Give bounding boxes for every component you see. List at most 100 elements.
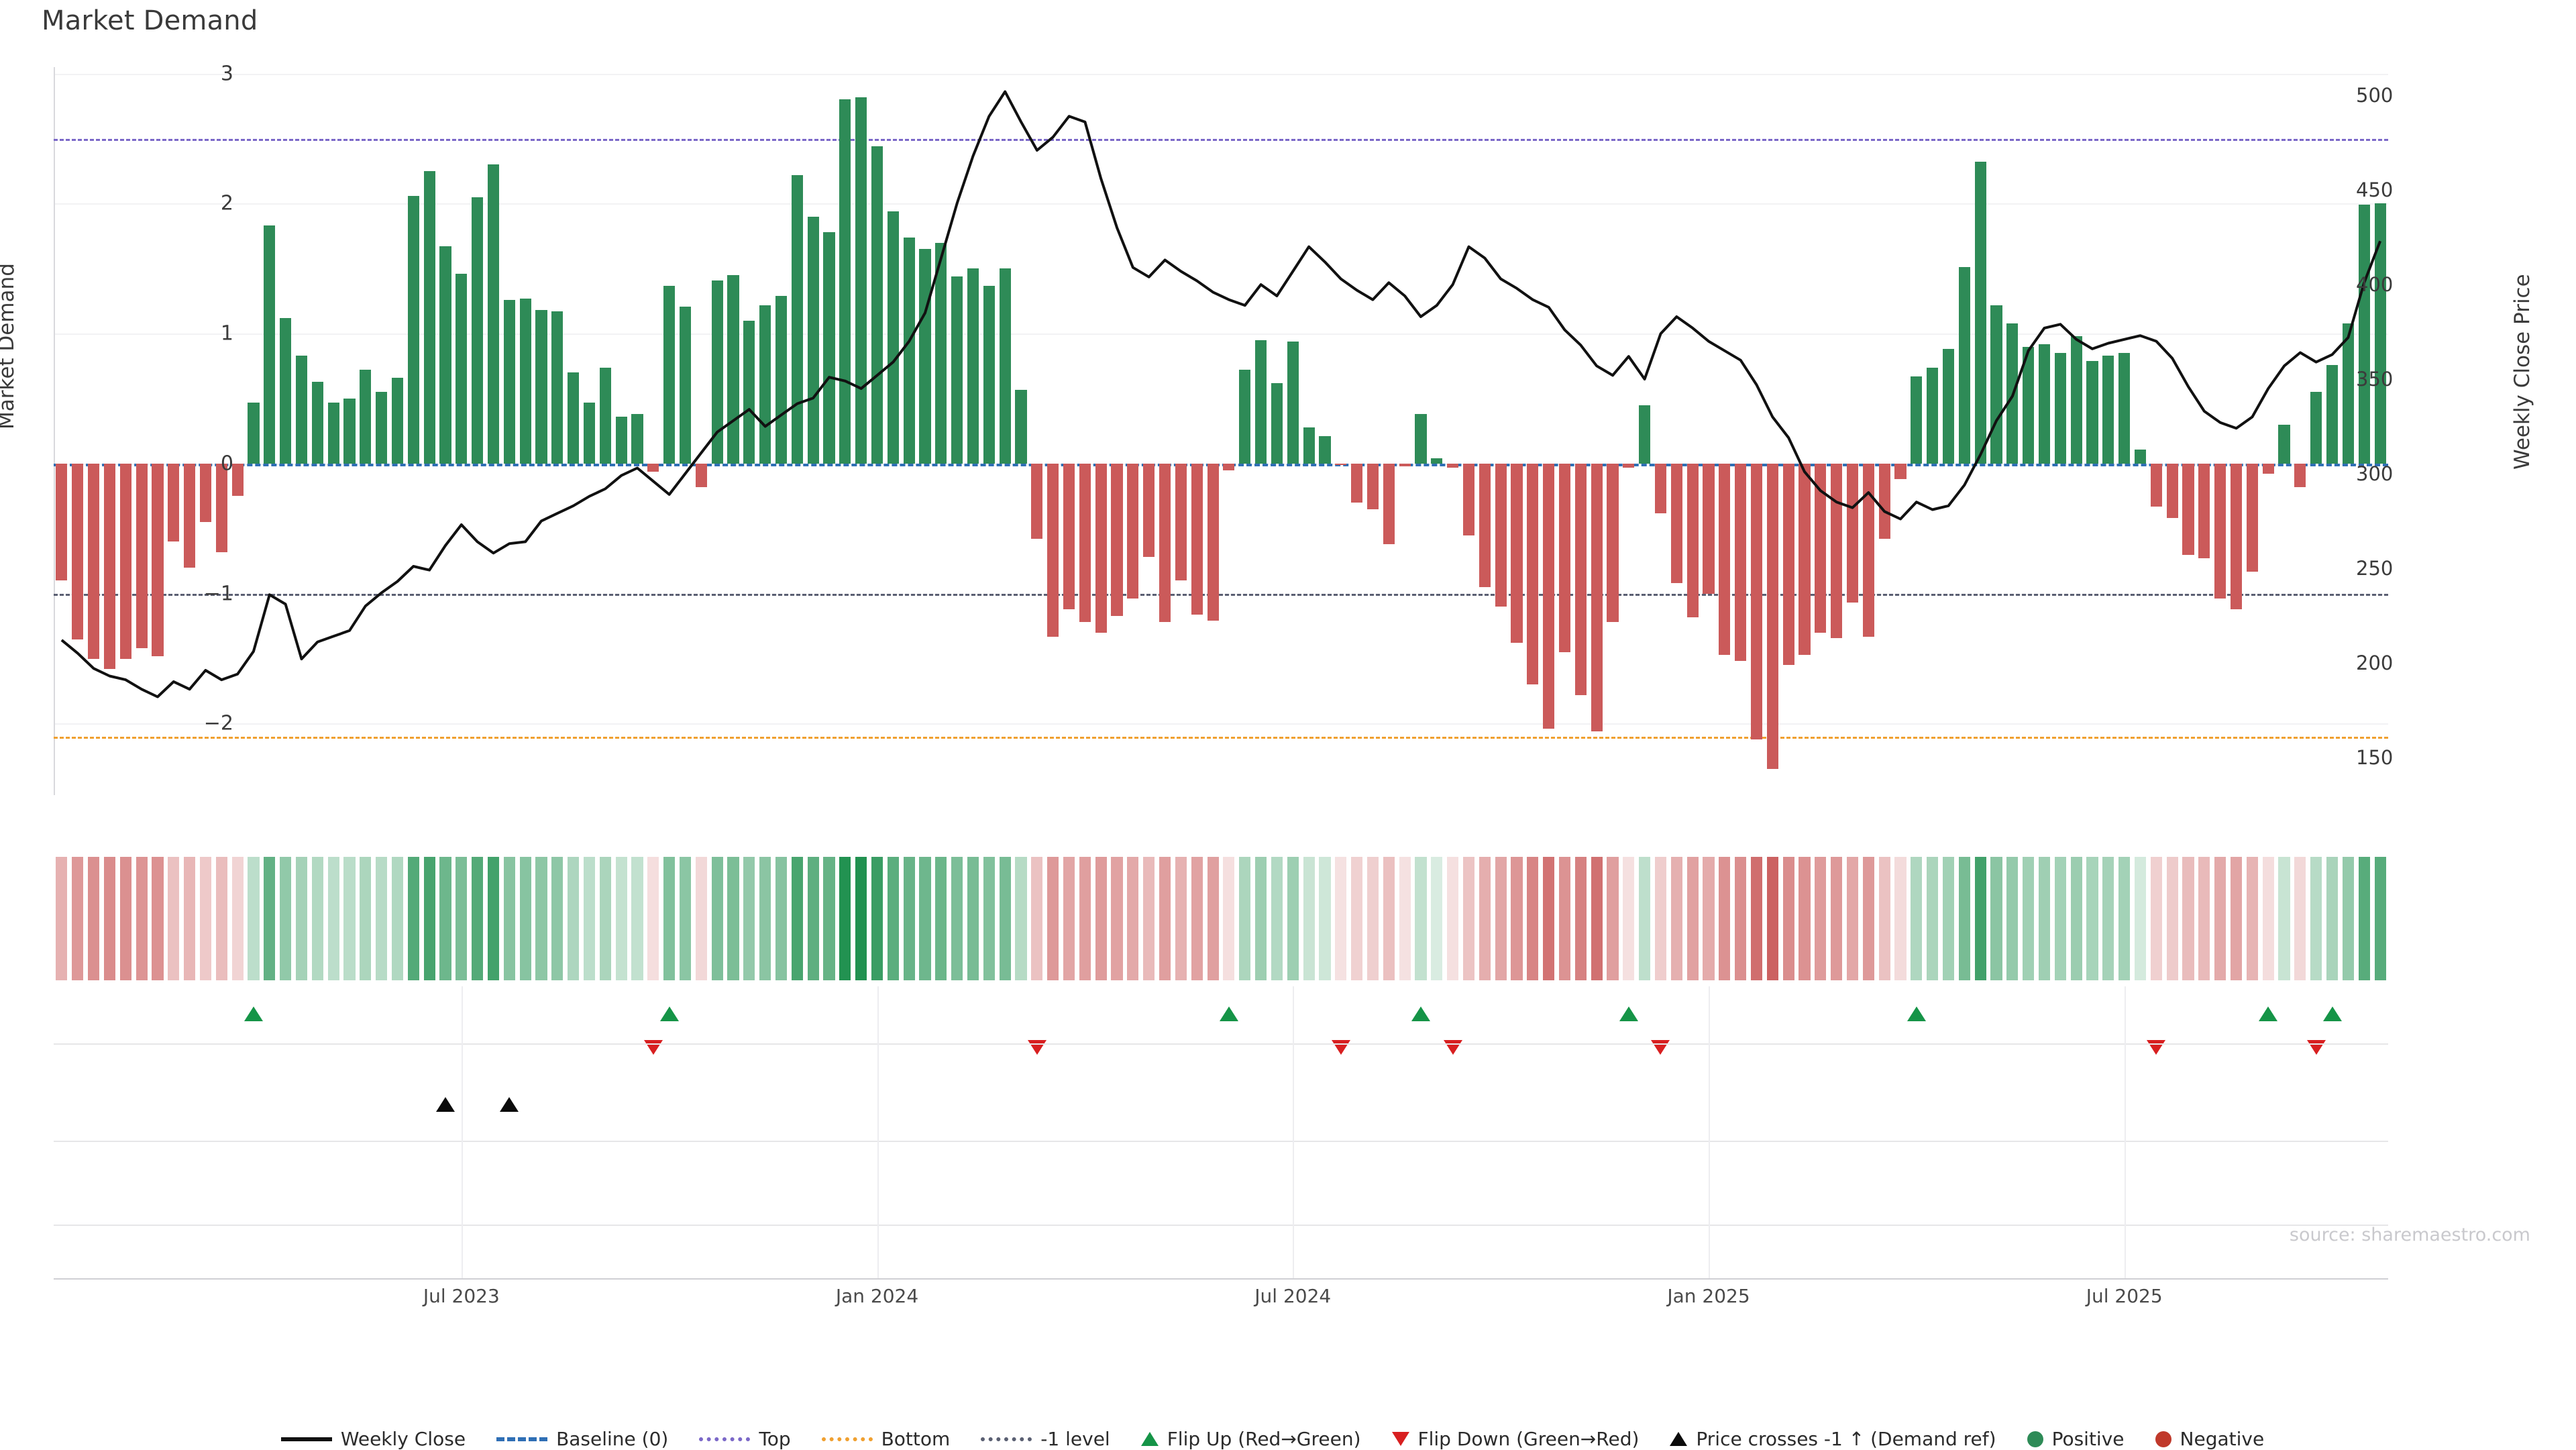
heatmap-cell xyxy=(2262,857,2274,980)
heatmap-cell xyxy=(1990,857,2002,980)
demand-bar xyxy=(1495,463,1507,607)
heatmap-cell xyxy=(152,857,164,980)
legend-item-flip-down-green-red[interactable]: Flip Down (Green→Red) xyxy=(1391,1428,1640,1450)
heatmap-cell xyxy=(423,857,435,980)
legend-item-positive[interactable]: Positive xyxy=(2027,1428,2125,1450)
heatmap-cell xyxy=(1719,857,1731,980)
demand-bar xyxy=(1431,458,1443,464)
demand-heatmap-strip xyxy=(54,857,2388,980)
demand-bar xyxy=(88,463,100,659)
legend-item-negative[interactable]: Negative xyxy=(2155,1428,2265,1450)
heatmap-cell xyxy=(1927,857,1939,980)
legend-item-1-level[interactable]: -1 level xyxy=(981,1428,1110,1450)
demand-bar xyxy=(264,225,276,464)
legend-item-weekly-close[interactable]: Weekly Close xyxy=(280,1428,466,1450)
heatmap-cell xyxy=(119,857,131,980)
heatmap-cell xyxy=(2310,857,2322,980)
legend-label: Bottom xyxy=(881,1428,951,1450)
gridline xyxy=(54,203,2388,205)
heatmap-cell xyxy=(1079,857,1091,980)
heatmap-cell xyxy=(248,857,260,980)
reference-line-bottom xyxy=(54,736,2388,739)
heatmap-cell xyxy=(839,857,851,980)
y-tick-label: 0 xyxy=(220,452,233,476)
demand-bar xyxy=(1207,463,1219,621)
demand-bar xyxy=(679,306,692,464)
demand-bar xyxy=(1271,382,1283,464)
heatmap-cell xyxy=(1543,857,1555,980)
demand-bar xyxy=(487,164,500,464)
demand-bar xyxy=(215,463,227,552)
demand-bar xyxy=(2294,463,2306,487)
marker-flip-down-icon xyxy=(1027,1040,1046,1055)
heatmap-cell xyxy=(535,857,547,980)
demand-bar xyxy=(1079,463,1091,623)
heatmap-cell xyxy=(1670,857,1682,980)
marker-flip-down-icon xyxy=(2306,1040,2326,1055)
demand-bar xyxy=(2182,463,2194,555)
baseline-dash-icon xyxy=(496,1437,548,1441)
legend-item-flip-up-red-green[interactable]: Flip Up (Red→Green) xyxy=(1140,1428,1361,1450)
heatmap-cell xyxy=(1782,857,1794,980)
heatmap-cell xyxy=(311,857,323,980)
demand-bar xyxy=(455,274,468,464)
legend-label: Flip Up (Red→Green) xyxy=(1167,1428,1361,1450)
demand-bar xyxy=(184,463,196,568)
demand-bar xyxy=(391,378,404,464)
demand-bar xyxy=(1143,463,1155,558)
demand-bar xyxy=(407,195,419,464)
heatmap-cell xyxy=(967,857,979,980)
demand-bar xyxy=(1255,340,1267,464)
heatmap-cell xyxy=(360,857,372,980)
heatmap-cell xyxy=(2198,857,2210,980)
demand-bar xyxy=(1159,463,1171,623)
dot-red-icon xyxy=(2155,1431,2171,1447)
demand-bar xyxy=(2070,336,2082,464)
demand-bar xyxy=(983,285,995,464)
legend-label: Price crosses -1 ↑ (Demand ref) xyxy=(1696,1428,1996,1450)
demand-bar xyxy=(1927,367,1939,464)
heatmap-cell xyxy=(1111,857,1123,980)
heatmap-cell xyxy=(1031,857,1043,980)
heatmap-cell xyxy=(2182,857,2194,980)
demand-bar xyxy=(1862,463,1874,637)
page-title: Market Demand xyxy=(42,5,258,36)
legend-label: Flip Down (Green→Red) xyxy=(1417,1428,1640,1450)
gridline xyxy=(54,723,2388,725)
heatmap-cell xyxy=(871,857,883,980)
heatmap-cell xyxy=(919,857,931,980)
demand-bar xyxy=(1239,370,1251,464)
demand-bar xyxy=(1766,463,1778,770)
heatmap-cell xyxy=(1654,857,1667,980)
legend-label: -1 level xyxy=(1040,1428,1110,1450)
heatmap-cell xyxy=(2278,857,2290,980)
demand-bar xyxy=(1894,463,1907,480)
heatmap-cell xyxy=(136,857,148,980)
gridline xyxy=(54,333,2388,335)
x-tick-label: Jul 2024 xyxy=(1254,1285,1332,1307)
demand-bar xyxy=(2166,463,2178,519)
legend-item-baseline-0[interactable]: Baseline (0) xyxy=(496,1428,668,1450)
heatmap-cell xyxy=(343,857,356,980)
marker-price-cross-minus1-icon xyxy=(500,1097,519,1112)
heatmap-cell xyxy=(1366,857,1379,980)
x-gridline xyxy=(877,986,879,1278)
demand-bar xyxy=(568,372,580,464)
demand-bar xyxy=(56,463,68,581)
bottom-dotted-icon xyxy=(821,1437,873,1441)
legend-label: Negative xyxy=(2180,1428,2265,1450)
heatmap-cell xyxy=(695,857,707,980)
legend-item-price-crosses-1-demand-ref[interactable]: Price crosses -1 ↑ (Demand ref) xyxy=(1670,1428,1996,1450)
legend-item-top[interactable]: Top xyxy=(699,1428,791,1450)
heatmap-cell xyxy=(2294,857,2306,980)
legend-item-bottom[interactable]: Bottom xyxy=(821,1428,951,1450)
heatmap-cell xyxy=(951,857,963,980)
heatmap-cell xyxy=(1207,857,1219,980)
heatmap-cell xyxy=(791,857,803,980)
heatmap-cell xyxy=(1415,857,1427,980)
dot-green-icon xyxy=(2027,1431,2043,1447)
x-gridline xyxy=(1293,986,1295,1278)
weekly-close-path xyxy=(60,90,2381,698)
demand-bar xyxy=(1127,463,1139,599)
demand-bar xyxy=(1191,463,1203,615)
